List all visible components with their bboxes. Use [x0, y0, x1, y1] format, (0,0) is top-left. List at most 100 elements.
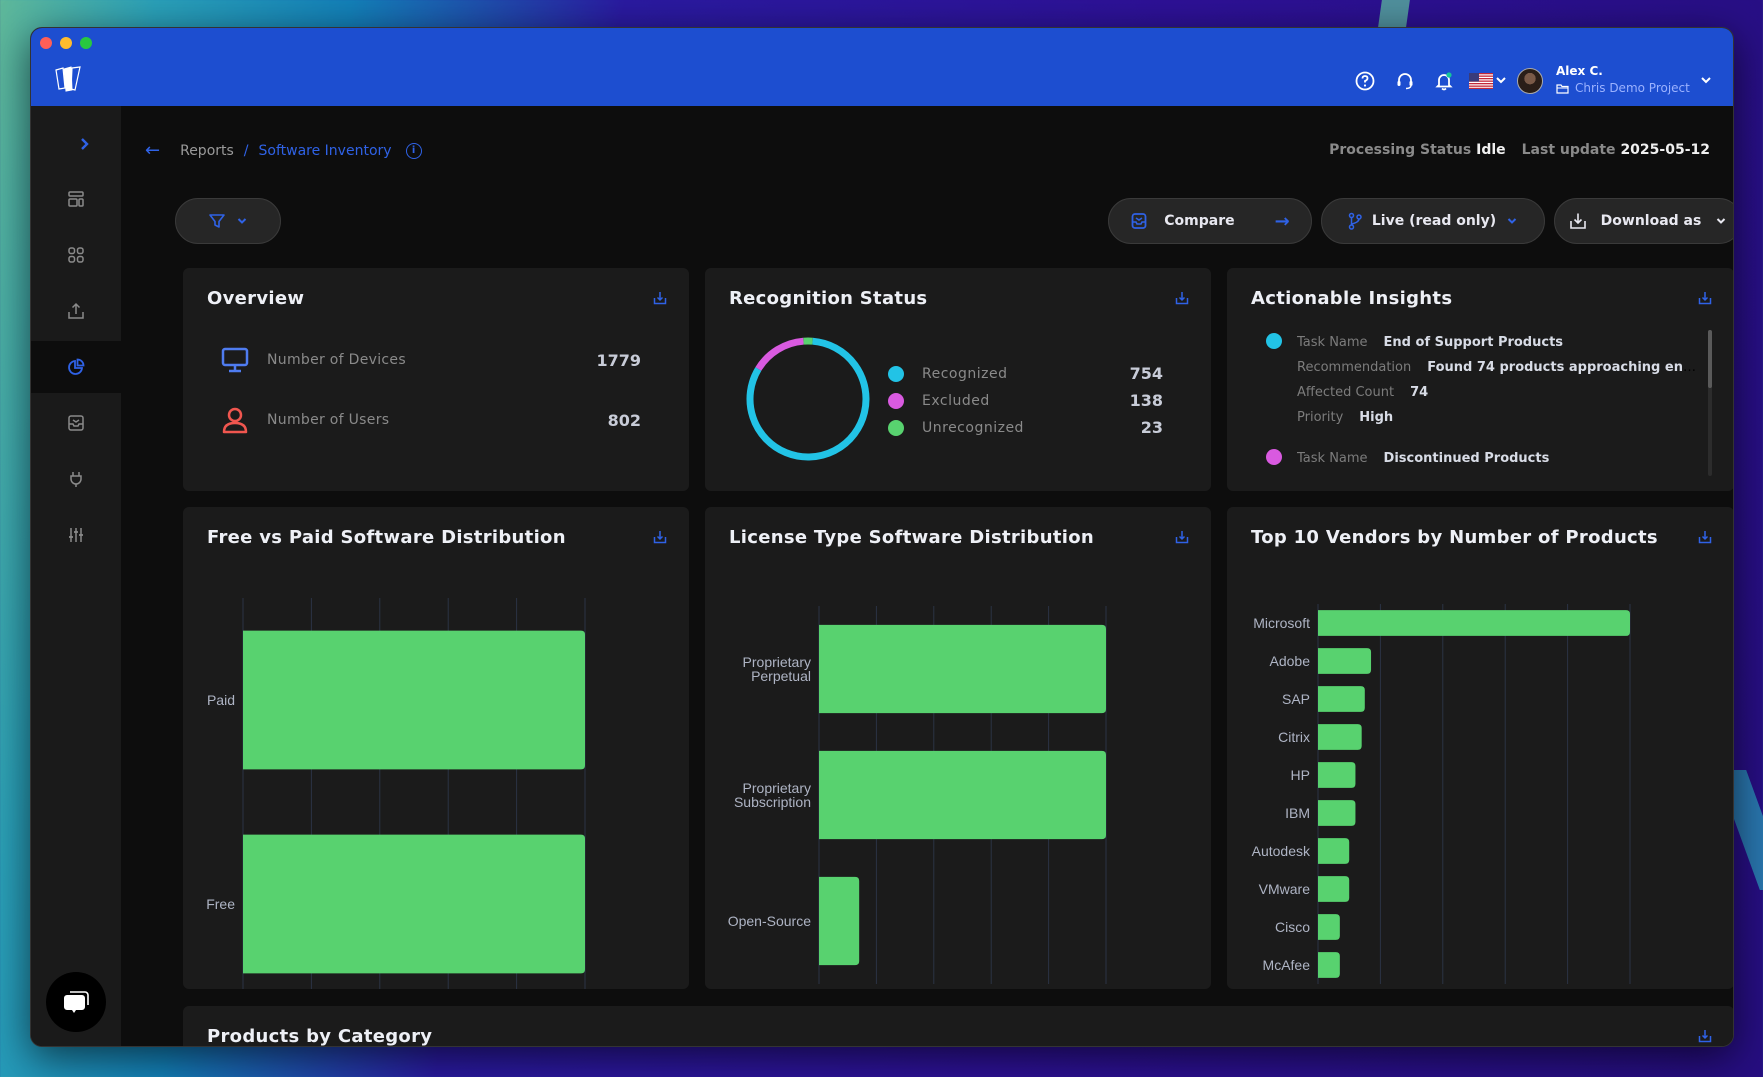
project-name: Chris Demo Project	[1575, 81, 1690, 95]
user-avatar[interactable]	[1517, 68, 1543, 94]
export-icon[interactable]	[653, 291, 667, 305]
user-project[interactable]: Chris Demo Project	[1556, 81, 1690, 95]
sidebar-item-apps[interactable]	[31, 229, 121, 281]
y-category-label: Paid	[207, 692, 235, 708]
bell-icon[interactable]	[1433, 70, 1455, 92]
chat-support-button[interactable]	[46, 972, 106, 1032]
y-category-label: Cisco	[1275, 919, 1310, 935]
headset-icon[interactable]	[1394, 70, 1416, 92]
compare-button[interactable]: Compare →	[1108, 198, 1312, 244]
card-title: License Type Software Distribution	[729, 527, 1094, 548]
question-circle-icon[interactable]	[1354, 70, 1376, 92]
bar[interactable]	[243, 630, 585, 770]
info-icon[interactable]: i	[405, 142, 422, 159]
donut-slice-recognized[interactable]	[746, 337, 870, 461]
sidebar-item-dashboard[interactable]	[31, 173, 121, 225]
card-title: Free vs Paid Software Distribution	[207, 527, 566, 548]
insight-item[interactable]: Task Name End of Support Products Recomme…	[1265, 330, 1702, 430]
sidebar-item-settings[interactable]	[31, 509, 121, 561]
bar[interactable]	[1318, 952, 1340, 978]
app-logo-icon[interactable]	[53, 64, 83, 94]
inbox-icon	[68, 415, 84, 431]
y-category-label: Open-Source	[728, 913, 811, 929]
bar[interactable]	[1318, 686, 1365, 712]
bar[interactable]	[819, 750, 1106, 840]
live-mode-dropdown[interactable]: Live (read only)	[1321, 198, 1545, 244]
y-category-label: Proprietary	[743, 780, 811, 796]
sidebar	[31, 106, 121, 1046]
bar[interactable]	[1318, 876, 1350, 902]
last-update-text: Last update 2025-05-12	[1521, 142, 1710, 158]
language-chevron-down-icon[interactable]	[1494, 73, 1508, 87]
insight-field: Task Name End of Support Products	[1297, 335, 1564, 350]
y-category-label: VMware	[1259, 881, 1311, 897]
breadcrumb-reports-link[interactable]: Reports	[180, 142, 234, 159]
last-update-value: 2025-05-12	[1620, 142, 1710, 158]
export-icon[interactable]	[1175, 530, 1189, 544]
products-by-category-card: Products by Category	[183, 1006, 1733, 1046]
card-title: Actionable Insights	[1251, 288, 1453, 309]
bar[interactable]	[1318, 724, 1362, 750]
back-arrow-icon[interactable]: ←	[145, 140, 161, 161]
bar[interactable]	[1318, 610, 1630, 636]
user-icon	[222, 407, 248, 434]
bar[interactable]	[1318, 914, 1340, 940]
top-bar: Alex C. Chris Demo Project	[31, 28, 1733, 106]
legend-value: 138	[1129, 391, 1163, 410]
y-category-label: Microsoft	[1253, 615, 1310, 631]
bar[interactable]	[1318, 762, 1356, 788]
bar[interactable]	[243, 834, 585, 974]
insight-dot	[1266, 333, 1282, 349]
insights-scrollbar[interactable]	[1708, 330, 1712, 476]
bar[interactable]	[1318, 800, 1356, 826]
donut-slice-excluded[interactable]	[755, 337, 804, 371]
overview-row-users: Number of Users 802	[221, 406, 641, 434]
download-icon	[1569, 213, 1586, 229]
sidebar-item-integrations[interactable]	[31, 453, 121, 505]
minimize-window-button[interactable]	[60, 37, 72, 49]
us-flag-icon[interactable]	[1469, 73, 1493, 89]
wallpaper-stripe	[1378, 0, 1410, 27]
export-icon[interactable]	[1698, 530, 1712, 544]
insight-field: Task Name Discontinued Products	[1297, 451, 1550, 466]
live-mode-label: Live (read only)	[1371, 213, 1497, 229]
maximize-window-button[interactable]	[80, 37, 92, 49]
legend-excluded: Excluded 138	[888, 391, 1163, 410]
top-vendors-chart-card: Top 10 Vendors by Number of Products 0%2…	[1227, 507, 1733, 989]
actionable-insights-card: Actionable Insights Task Name End of Supp…	[1227, 268, 1733, 491]
legend-value: 23	[1140, 418, 1163, 437]
sidebar-item-inbox[interactable]	[31, 397, 121, 449]
bar[interactable]	[1318, 648, 1372, 674]
legend-dot	[888, 392, 904, 409]
bar[interactable]	[819, 624, 1106, 714]
export-icon[interactable]	[1175, 291, 1189, 305]
insight-item[interactable]: Task Name Discontinued Products	[1265, 446, 1702, 471]
sidebar-expand-button[interactable]	[31, 118, 121, 170]
sidebar-item-upload[interactable]	[31, 285, 121, 337]
git-branch-icon	[1348, 212, 1362, 230]
close-window-button[interactable]	[40, 37, 52, 49]
sliders-icon	[69, 528, 83, 542]
plug-icon	[70, 472, 82, 487]
overview-value: 1779	[596, 350, 641, 370]
top-vendors-bar-chart: 0%20%40%60%80%100%MicrosoftAdobeSAPCitri…	[1252, 604, 1631, 984]
scrollbar-thumb[interactable]	[1708, 330, 1712, 388]
chevron-down-icon	[237, 218, 247, 224]
main-content: ← Reports / Software Inventory i Process…	[121, 106, 1733, 1046]
export-icon[interactable]	[1698, 291, 1712, 305]
y-category-label: HP	[1291, 767, 1310, 783]
sidebar-item-reports[interactable]	[31, 341, 121, 393]
filter-button[interactable]	[175, 198, 281, 244]
card-title: Overview	[207, 288, 305, 309]
download-as-dropdown[interactable]: Download as	[1554, 198, 1733, 244]
y-category-label: SAP	[1282, 691, 1310, 707]
bar[interactable]	[1318, 838, 1350, 864]
legend-recognized: Recognized 754	[888, 364, 1163, 383]
y-category-label: Subscription	[734, 794, 811, 810]
chevron-right-icon	[81, 138, 89, 150]
export-icon[interactable]	[1698, 1029, 1712, 1043]
user-menu-chevron-down-icon[interactable]	[1699, 73, 1713, 87]
export-icon[interactable]	[653, 530, 667, 544]
bar[interactable]	[819, 876, 860, 966]
compare-label: Compare	[1164, 213, 1235, 229]
